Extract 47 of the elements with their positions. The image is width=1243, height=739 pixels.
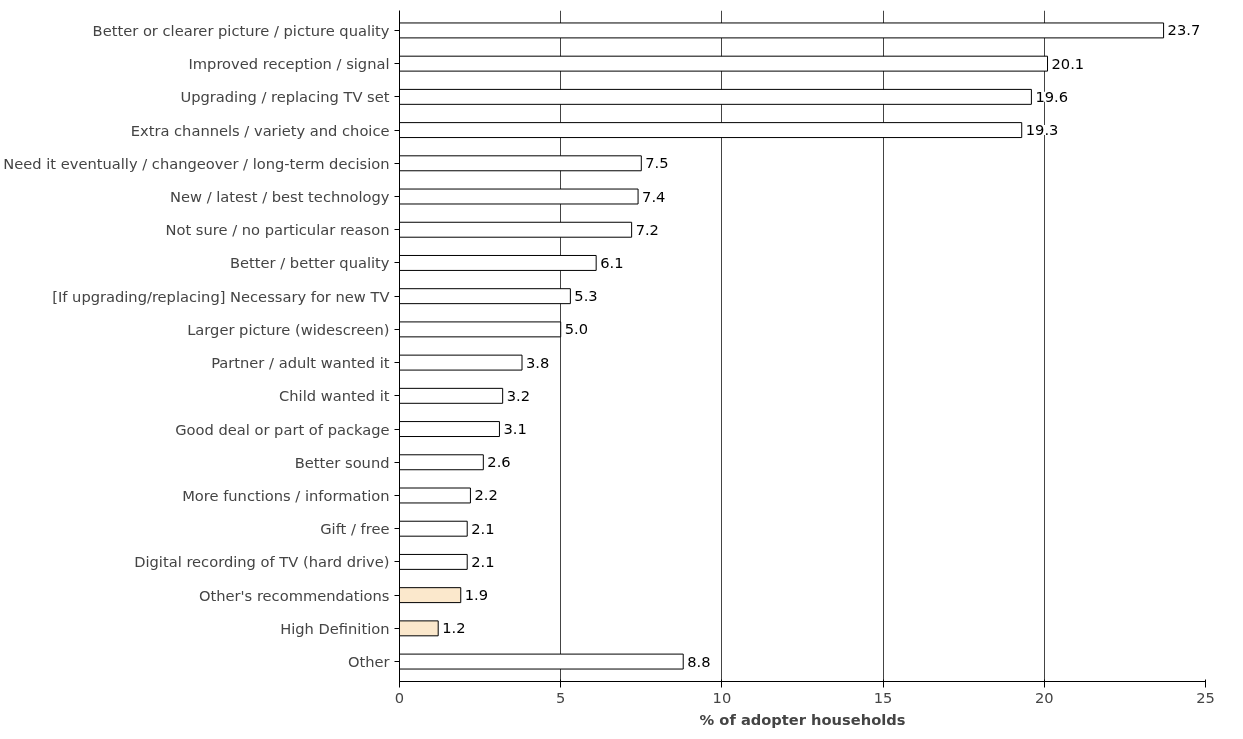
data-label: 7.5 bbox=[645, 154, 669, 172]
y-tick-label: [If upgrading/replacing] Necessary for new TV bbox=[52, 287, 390, 305]
y-tick-label: Better sound bbox=[294, 453, 390, 471]
y-tick-label: Gift / free bbox=[320, 520, 390, 538]
data-label: 5.3 bbox=[574, 287, 598, 305]
data-label: 2.2 bbox=[474, 486, 498, 504]
data-label: 19.3 bbox=[1025, 121, 1059, 139]
data-label: 3.2 bbox=[506, 386, 530, 404]
y-tick-label: Upgrading / replacing TV set bbox=[180, 88, 390, 106]
data-label: 2.6 bbox=[487, 453, 511, 471]
data-label: 1.2 bbox=[442, 619, 466, 637]
y-tick-label: Other bbox=[347, 653, 391, 671]
y-tick-label: Improved reception / signal bbox=[188, 55, 390, 73]
data-label: 8.8 bbox=[687, 652, 711, 670]
data-label: 19.6 bbox=[1035, 87, 1069, 105]
y-tick-label: Partner / adult wanted it bbox=[211, 354, 390, 372]
x-tick-label: 15 bbox=[873, 688, 893, 706]
data-label: 6.1 bbox=[600, 253, 624, 271]
x-tick-label: 20 bbox=[1034, 688, 1054, 706]
y-tick-label: High Definition bbox=[280, 619, 390, 637]
data-label: 2.1 bbox=[471, 519, 495, 537]
y-tick-label: Good deal or part of package bbox=[175, 420, 390, 438]
data-label: 7.4 bbox=[642, 187, 666, 205]
x-tick-label: 5 bbox=[556, 688, 566, 706]
y-tick-label: Not sure / no particular reason bbox=[165, 221, 390, 239]
y-tick-label: Digital recording of TV (hard drive) bbox=[134, 553, 390, 571]
data-label: 7.2 bbox=[635, 220, 659, 238]
data-label: 20.1 bbox=[1051, 54, 1085, 72]
y-tick-label: Better / better quality bbox=[229, 254, 390, 272]
x-tick-label: 25 bbox=[1196, 688, 1215, 706]
data-label: 1.9 bbox=[464, 586, 489, 604]
x-tick-label: 0 bbox=[394, 688, 405, 706]
data-label: 2.1 bbox=[471, 552, 495, 570]
data-label: 3.1 bbox=[503, 420, 527, 438]
y-tick-label: Child wanted it bbox=[279, 387, 390, 405]
y-tick-label: Other's recommendations bbox=[198, 586, 390, 604]
data-label: 3.8 bbox=[526, 353, 550, 371]
y-tick-label: New / latest / best technology bbox=[170, 188, 390, 206]
x-axis-title: % of adopter households bbox=[699, 710, 906, 728]
y-tick-label: Extra channels / variety and choice bbox=[130, 121, 390, 139]
y-tick-label: Better or clearer picture / picture quality bbox=[92, 21, 390, 39]
x-tick-label: 10 bbox=[712, 688, 732, 706]
data-label: 5.0 bbox=[564, 320, 589, 338]
y-tick-label: More functions / information bbox=[182, 486, 390, 504]
data-label: 23.7 bbox=[1167, 21, 1201, 39]
y-tick-label: Larger picture (widescreen) bbox=[187, 320, 390, 338]
y-tick-label: Need it eventually / changeover / long-term decision bbox=[3, 154, 390, 172]
